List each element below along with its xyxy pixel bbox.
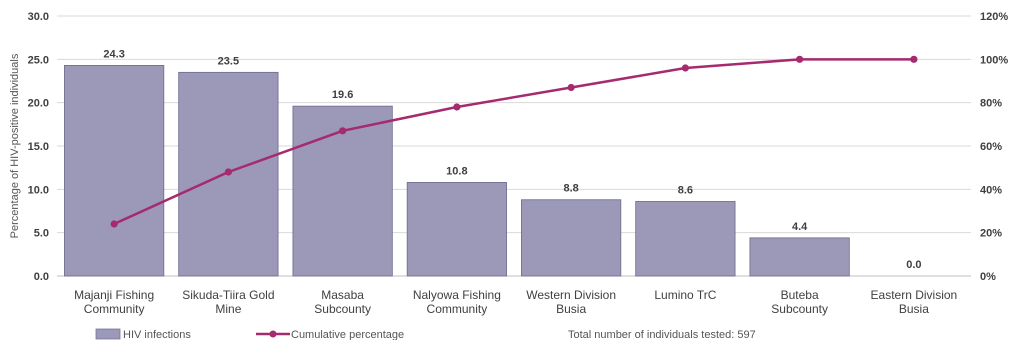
cumulative-point — [339, 127, 347, 135]
bar-data-label: 19.6 — [332, 89, 353, 101]
category-label-line: Subcounty — [314, 302, 371, 316]
category-label: Lumino TrC — [654, 288, 716, 302]
category-label-line: Subcounty — [771, 302, 828, 316]
bar-data-label: 10.8 — [446, 165, 467, 177]
cumulative-point — [224, 168, 232, 176]
bar-data-label: 4.4 — [792, 221, 808, 233]
category-label: Majanji Fishing Community — [74, 288, 154, 316]
left-axis-ticks: 0.0 5.0 10.0 15.0 20.0 25.0 30.0 — [28, 11, 49, 283]
category-label-line: Buteba — [781, 288, 819, 302]
category-label: Eastern Division Busia — [871, 288, 958, 316]
category-label: Masaba Subcounty — [314, 288, 371, 316]
left-tick-label: 30.0 — [28, 11, 49, 23]
category-label-line: Lumino TrC — [654, 288, 716, 302]
legend-bar-label: HIV infections — [123, 329, 191, 340]
bar — [292, 105, 393, 277]
category-label-line: Sikuda-Tiira Gold — [182, 288, 274, 302]
category-label-line: Eastern Division — [871, 288, 958, 302]
right-tick-label: 80% — [980, 98, 1002, 110]
legend-bar-swatch — [95, 328, 121, 340]
total-tested-note: Total number of individuals tested: 597 — [568, 329, 756, 340]
right-tick-label: 120% — [980, 11, 1008, 23]
cumulative-point — [681, 64, 689, 72]
bar-data-labels: 24.3 23.5 19.6 10.8 8.8 8.6 4.4 0.0 — [103, 48, 921, 271]
category-label: Western Division Busia — [526, 288, 616, 316]
cumulative-point — [910, 55, 918, 63]
left-tick-label: 5.0 — [34, 228, 49, 240]
legend-line-marker — [269, 330, 277, 338]
bar-data-label: 24.3 — [103, 48, 124, 60]
cumulative-point — [453, 103, 461, 111]
left-tick-label: 0.0 — [34, 271, 49, 283]
right-tick-label: 100% — [980, 54, 1008, 66]
legend-line-label: Cumulative percentage — [291, 329, 404, 340]
category-label-line: Community — [84, 302, 145, 316]
category-label-line: Nalyowa Fishing — [413, 288, 501, 302]
category-label: Sikuda-Tiira Gold Mine — [182, 288, 274, 316]
category-label-line: Majanji Fishing — [74, 288, 154, 302]
category-label-line: Busia — [556, 302, 586, 316]
category-label-line: Community — [427, 302, 488, 316]
left-tick-label: 10.0 — [28, 184, 49, 196]
right-tick-label: 20% — [980, 228, 1002, 240]
bar — [749, 237, 850, 277]
bar-data-label: 8.6 — [678, 184, 693, 196]
left-tick-label: 15.0 — [28, 141, 49, 153]
cumulative-point — [110, 220, 118, 228]
bar-data-label: 23.5 — [218, 55, 239, 67]
category-label: Nalyowa Fishing Community — [413, 288, 501, 316]
bar-data-label: 0.0 — [906, 259, 921, 271]
right-tick-label: 60% — [980, 141, 1002, 153]
category-label-line: Masaba — [321, 288, 364, 302]
category-label-line: Busia — [899, 302, 929, 316]
right-tick-label: 40% — [980, 184, 1002, 196]
cumulative-point — [796, 55, 804, 63]
right-tick-label: 0% — [980, 271, 996, 283]
bar — [64, 65, 165, 277]
category-label: Buteba Subcounty — [771, 288, 828, 316]
bar — [635, 201, 736, 277]
bar — [521, 199, 622, 277]
category-label-line: Western Division — [526, 288, 616, 302]
cumulative-point — [567, 83, 575, 92]
right-axis-ticks: 0% 20% 40% 60% 80% 100% 120% — [980, 11, 1008, 283]
y-axis-title: Percentage of HIV-positive individuals — [9, 53, 21, 238]
bar — [406, 181, 507, 277]
left-tick-label: 20.0 — [28, 98, 49, 110]
category-label-line: Mine — [215, 302, 241, 316]
cumulative-line-series — [110, 55, 918, 228]
cumulative-line — [113, 58, 914, 226]
bar-data-label: 8.8 — [563, 183, 578, 195]
legend: HIV infections Cumulative percentage Tot… — [95, 328, 756, 340]
left-tick-label: 25.0 — [28, 54, 49, 66]
